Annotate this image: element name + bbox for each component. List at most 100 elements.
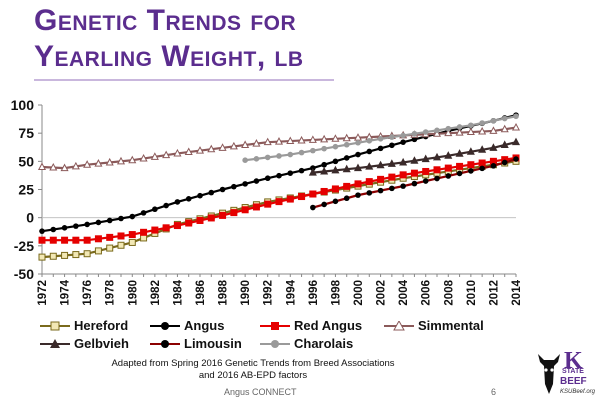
point-red-angus: [309, 190, 317, 198]
logo-url: KSUBeef.org: [560, 389, 596, 395]
point-simmental: [173, 148, 182, 157]
legend-item-gelbvieh: Gelbvieh: [40, 336, 129, 351]
genetic-trend-chart: -50 -25 0 25 50 75 100 1972 1974 1976 1978 1980 1982…: [11, 97, 523, 306]
y-tick-label: -25: [14, 238, 34, 254]
point-red-angus: [49, 236, 57, 244]
point-simmental: [500, 124, 509, 133]
legend-item-red-angus: Red Angus: [260, 318, 362, 333]
point-red-angus: [241, 206, 249, 214]
point-angus: [242, 181, 248, 187]
point-red-angus: [83, 236, 91, 244]
x-tick-label: 1984: [172, 279, 184, 305]
y-tick-label: 50: [18, 153, 34, 169]
legend-label-angus: Angus: [184, 318, 225, 333]
point-gelbvieh: [399, 157, 408, 166]
point-angus: [73, 223, 79, 229]
point-angus: [298, 167, 305, 174]
legend-label-gelbvieh: Gelbvieh: [74, 336, 129, 351]
point-angus: [343, 155, 350, 161]
point-angus: [129, 213, 136, 220]
point-red-angus: [422, 167, 430, 175]
point-simmental: [489, 126, 498, 134]
point-simmental: [297, 135, 306, 144]
point-red-angus: [117, 232, 125, 240]
point-simmental: [320, 134, 329, 143]
point-charolais: [490, 117, 497, 124]
point-charolais: [276, 153, 282, 159]
slide-title-line-2: Yearling Weight, lb: [34, 40, 304, 73]
point-gelbvieh: [308, 168, 317, 176]
point-simmental: [37, 162, 47, 170]
point-simmental: [128, 155, 137, 164]
point-limousin: [310, 204, 316, 211]
point-simmental: [105, 157, 114, 166]
x-tick-label: 2010: [466, 280, 478, 306]
point-hereford: [61, 251, 69, 259]
x-tick-label: 1982: [150, 280, 162, 306]
point-charolais: [253, 155, 260, 162]
point-angus: [377, 145, 384, 152]
point-hereford: [94, 247, 102, 255]
point-gelbvieh: [489, 143, 498, 151]
x-tick-label: 1992: [263, 280, 275, 306]
point-charolais: [287, 151, 294, 158]
point-angus: [400, 139, 406, 145]
point-limousin: [332, 198, 339, 205]
point-limousin: [355, 192, 361, 198]
point-simmental: [432, 129, 442, 137]
point-charolais: [332, 143, 339, 150]
point-simmental: [308, 135, 317, 143]
legend-item-hereford: Hereford: [40, 318, 128, 333]
point-simmental: [71, 161, 80, 170]
point-limousin: [456, 170, 463, 177]
point-simmental: [150, 152, 159, 160]
point-angus: [39, 228, 45, 234]
point-hereford: [38, 253, 46, 261]
point-angus: [321, 161, 327, 168]
point-simmental: [218, 143, 227, 151]
point-gelbvieh: [500, 140, 509, 148]
point-angus: [140, 210, 147, 216]
point-limousin: [366, 190, 373, 196]
point-hereford: [72, 251, 80, 259]
point-gelbvieh: [331, 165, 340, 174]
point-charolais: [513, 113, 519, 120]
point-angus: [355, 151, 361, 158]
legend-swatch-charolais: [260, 339, 290, 348]
point-gelbvieh: [410, 156, 419, 164]
point-limousin: [445, 173, 452, 179]
point-red-angus: [478, 159, 486, 167]
point-charolais: [389, 134, 395, 140]
point-hereford: [49, 252, 57, 260]
point-gelbvieh: [511, 137, 521, 146]
point-simmental: [184, 147, 193, 156]
point-hereford: [83, 250, 91, 258]
point-red-angus: [128, 231, 136, 239]
point-charolais: [298, 149, 305, 156]
point-angus: [366, 148, 373, 155]
point-red-angus: [140, 228, 148, 236]
point-limousin: [389, 185, 395, 192]
point-simmental: [342, 133, 351, 142]
y-tick-label: 0: [26, 210, 34, 226]
point-charolais: [422, 129, 429, 135]
point-red-angus: [399, 171, 407, 179]
point-angus: [231, 183, 237, 190]
legend-swatch-simmental: [384, 320, 414, 330]
point-limousin: [479, 165, 485, 172]
point-limousin: [501, 159, 508, 166]
point-gelbvieh: [376, 160, 385, 169]
point-charolais: [479, 120, 485, 126]
point-red-angus: [365, 178, 373, 186]
point-gelbvieh: [432, 152, 442, 161]
point-simmental: [229, 141, 238, 150]
steer-head-icon: [538, 354, 560, 394]
point-red-angus: [286, 195, 294, 203]
x-tick-label: 1972: [37, 280, 49, 306]
point-angus: [84, 221, 90, 228]
point-red-angus: [252, 203, 260, 211]
point-red-angus: [94, 235, 102, 243]
point-simmental: [511, 122, 521, 131]
point-red-angus: [433, 166, 441, 174]
point-charolais: [456, 124, 463, 130]
